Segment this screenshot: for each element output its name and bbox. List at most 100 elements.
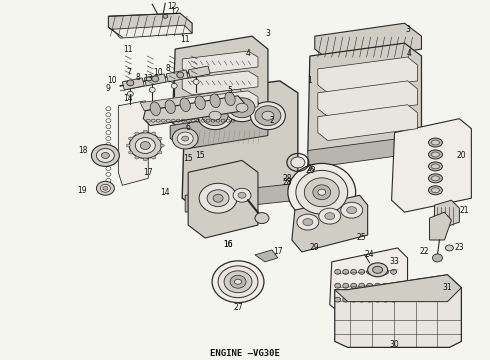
- Ellipse shape: [135, 156, 139, 159]
- Ellipse shape: [163, 14, 168, 18]
- Ellipse shape: [319, 208, 341, 224]
- Ellipse shape: [127, 80, 134, 86]
- Ellipse shape: [180, 98, 190, 112]
- Polygon shape: [315, 23, 421, 63]
- Ellipse shape: [347, 207, 357, 213]
- Ellipse shape: [359, 297, 365, 302]
- Ellipse shape: [262, 111, 274, 120]
- Text: 11: 11: [180, 35, 190, 44]
- Ellipse shape: [165, 100, 175, 114]
- Ellipse shape: [230, 275, 246, 288]
- Polygon shape: [188, 66, 210, 78]
- Polygon shape: [335, 275, 462, 302]
- Text: 6: 6: [186, 123, 191, 132]
- Ellipse shape: [202, 106, 228, 126]
- Polygon shape: [335, 275, 462, 347]
- Ellipse shape: [171, 84, 177, 88]
- Ellipse shape: [103, 186, 108, 190]
- Ellipse shape: [152, 132, 156, 135]
- Ellipse shape: [359, 283, 365, 288]
- Ellipse shape: [143, 158, 147, 161]
- Ellipse shape: [229, 98, 255, 118]
- Ellipse shape: [383, 297, 389, 302]
- Ellipse shape: [432, 140, 440, 145]
- Ellipse shape: [318, 189, 326, 195]
- Text: 7: 7: [126, 68, 131, 77]
- Polygon shape: [392, 119, 471, 212]
- Ellipse shape: [351, 283, 357, 288]
- Text: 15: 15: [183, 154, 193, 163]
- Polygon shape: [429, 212, 451, 240]
- Ellipse shape: [177, 72, 184, 78]
- Ellipse shape: [212, 261, 264, 303]
- Ellipse shape: [255, 213, 269, 224]
- Text: 1: 1: [307, 76, 312, 85]
- Ellipse shape: [193, 80, 199, 84]
- Ellipse shape: [343, 297, 349, 302]
- Ellipse shape: [150, 102, 160, 116]
- Ellipse shape: [391, 283, 396, 288]
- Polygon shape: [122, 78, 144, 90]
- Polygon shape: [188, 161, 258, 238]
- Ellipse shape: [359, 269, 365, 274]
- Ellipse shape: [343, 269, 349, 274]
- Ellipse shape: [97, 149, 114, 162]
- Text: 5: 5: [228, 86, 232, 95]
- Ellipse shape: [303, 219, 313, 226]
- Ellipse shape: [140, 141, 150, 149]
- Ellipse shape: [218, 266, 258, 298]
- Ellipse shape: [296, 170, 348, 214]
- Ellipse shape: [160, 144, 164, 147]
- Ellipse shape: [383, 283, 389, 288]
- Text: 17: 17: [144, 168, 153, 177]
- Ellipse shape: [149, 87, 155, 92]
- Ellipse shape: [250, 102, 285, 130]
- Text: 4: 4: [245, 49, 250, 58]
- Ellipse shape: [375, 269, 381, 274]
- Ellipse shape: [367, 269, 372, 274]
- Ellipse shape: [199, 183, 237, 213]
- Text: 4: 4: [407, 49, 412, 58]
- Text: 12: 12: [168, 2, 177, 11]
- Ellipse shape: [233, 188, 251, 202]
- Polygon shape: [182, 81, 298, 210]
- Ellipse shape: [128, 137, 133, 140]
- Text: 3: 3: [266, 29, 270, 38]
- Ellipse shape: [391, 269, 396, 274]
- Ellipse shape: [445, 245, 453, 251]
- Polygon shape: [308, 43, 421, 165]
- Ellipse shape: [235, 279, 242, 284]
- Ellipse shape: [158, 137, 162, 140]
- Ellipse shape: [428, 138, 442, 147]
- Ellipse shape: [92, 144, 120, 166]
- Text: 14: 14: [123, 94, 133, 103]
- Ellipse shape: [432, 164, 440, 169]
- Ellipse shape: [177, 132, 193, 145]
- Text: 23: 23: [455, 243, 464, 252]
- Ellipse shape: [288, 163, 356, 221]
- Text: 18: 18: [78, 146, 87, 155]
- Ellipse shape: [291, 157, 305, 168]
- Ellipse shape: [372, 266, 383, 273]
- Ellipse shape: [313, 185, 331, 200]
- Ellipse shape: [225, 92, 235, 105]
- Ellipse shape: [129, 132, 161, 158]
- Polygon shape: [140, 89, 244, 111]
- Ellipse shape: [335, 283, 341, 288]
- Ellipse shape: [383, 269, 389, 274]
- Ellipse shape: [304, 178, 339, 207]
- Text: 21: 21: [460, 206, 469, 215]
- Polygon shape: [119, 101, 148, 185]
- Ellipse shape: [236, 103, 248, 112]
- Ellipse shape: [158, 151, 162, 154]
- Ellipse shape: [224, 94, 260, 122]
- Ellipse shape: [375, 297, 381, 302]
- Ellipse shape: [207, 190, 229, 207]
- Text: 24: 24: [365, 251, 374, 260]
- Ellipse shape: [341, 202, 363, 218]
- Text: 28: 28: [282, 178, 292, 187]
- Polygon shape: [330, 248, 408, 315]
- Ellipse shape: [224, 271, 252, 293]
- Ellipse shape: [152, 76, 159, 82]
- Polygon shape: [292, 195, 368, 252]
